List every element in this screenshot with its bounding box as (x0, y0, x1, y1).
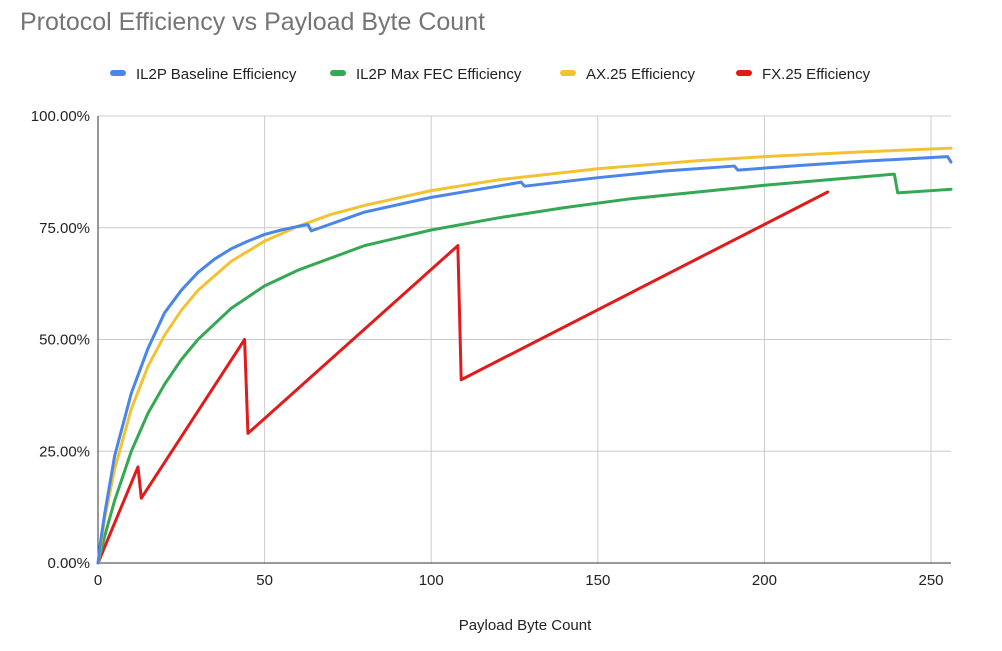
grid-lines (98, 115, 951, 563)
x-tick-label: 50 (256, 572, 273, 589)
legend-swatch (736, 70, 752, 76)
legend-swatch (330, 70, 346, 76)
legend: IL2P Baseline Efficiency IL2P Max FEC Eff… (110, 66, 871, 83)
x-tick-label: 100 (419, 572, 444, 589)
axes (97, 116, 951, 564)
legend-swatch (560, 70, 576, 76)
legend-item: FX.25 Efficiency (736, 66, 871, 83)
y-tick-label: 0.00% (47, 555, 90, 572)
x-tick-label: 150 (585, 572, 610, 589)
legend-label: FX.25 Efficiency (762, 66, 871, 83)
chart-title: Protocol Efficiency vs Payload Byte Coun… (20, 8, 486, 36)
y-tick-label: 25.00% (39, 443, 90, 460)
x-tick-label: 250 (918, 572, 943, 589)
legend-item: AX.25 Efficiency (560, 66, 695, 83)
series-line (96, 190, 830, 565)
y-tick-label: 100.00% (31, 108, 90, 125)
series-lines (96, 146, 953, 565)
legend-label: IL2P Max FEC Efficiency (356, 66, 522, 83)
x-axis-title: Payload Byte Count (459, 617, 592, 634)
legend-item: IL2P Max FEC Efficiency (330, 66, 522, 83)
legend-label: IL2P Baseline Efficiency (136, 66, 297, 83)
tick-labels: 0.00% 25.00% 50.00% 75.00% 100.00% 0 50 100 150 2… (31, 108, 944, 589)
series-line (96, 172, 953, 565)
legend-label: AX.25 Efficiency (586, 66, 695, 83)
legend-swatch (110, 70, 126, 76)
y-tick-label: 50.00% (39, 332, 90, 349)
legend-item: IL2P Baseline Efficiency (110, 66, 297, 83)
y-tick-label: 75.00% (39, 220, 90, 237)
x-tick-label: 200 (752, 572, 777, 589)
x-tick-label: 0 (94, 572, 102, 589)
series-line (96, 155, 953, 565)
series-line (96, 146, 953, 565)
